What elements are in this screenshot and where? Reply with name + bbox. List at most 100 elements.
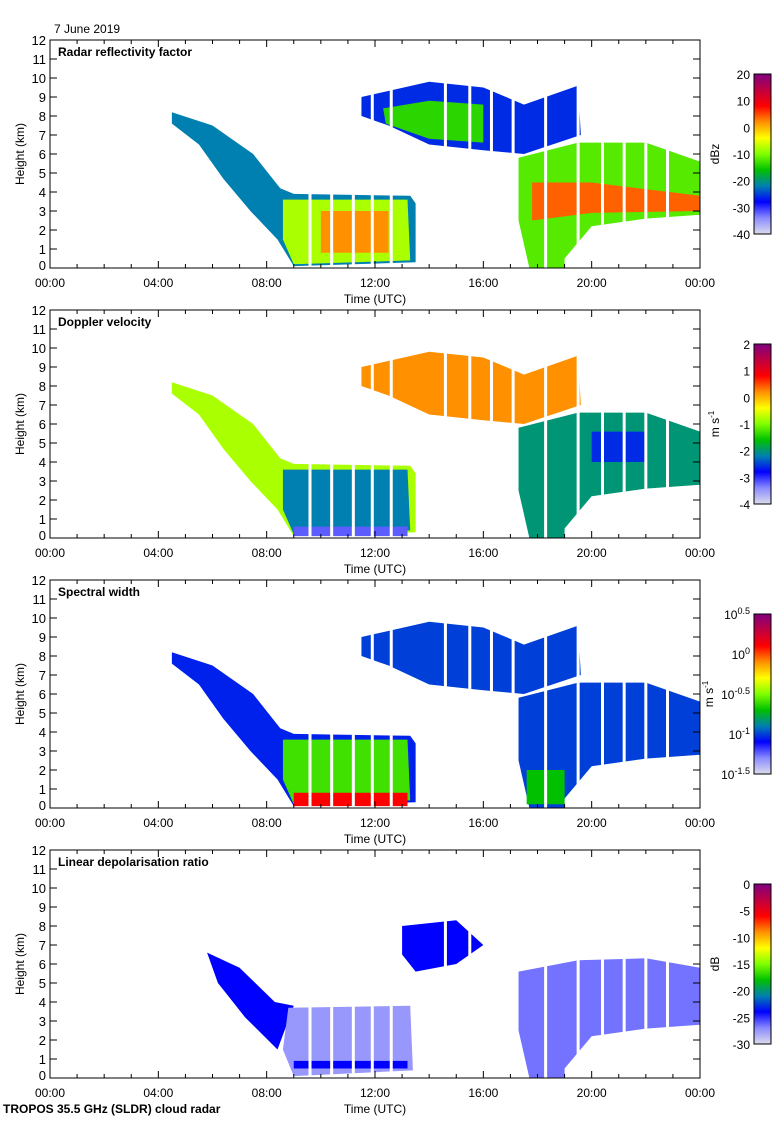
- data-gap-7: [489, 310, 493, 538]
- x-tick-label: 12:00: [360, 1086, 390, 1100]
- data-gap-5: [443, 310, 447, 538]
- data-gap-12: [622, 40, 626, 268]
- x-tick-label: 08:00: [252, 276, 282, 290]
- x-tick-label: 16:00: [468, 276, 498, 290]
- data-gap-9: [544, 580, 548, 808]
- x-tick-label: 00:00: [35, 816, 65, 830]
- colorbar-tick-label: -25: [733, 1011, 751, 1025]
- data-gap-8: [511, 850, 515, 1078]
- x-tick-label: 04:00: [143, 816, 173, 830]
- data-gap-6: [468, 580, 472, 808]
- colorbar-tick-label: 1: [743, 365, 750, 379]
- data-gap-10: [576, 310, 580, 538]
- data-gap-1: [330, 850, 334, 1078]
- data-gap-11: [601, 850, 604, 1078]
- colorbar-tick-label: -30: [733, 1038, 751, 1052]
- data-gap-12: [622, 850, 626, 1078]
- x-tick-label: 12:00: [360, 276, 390, 290]
- y-tick-label: 10: [32, 611, 46, 626]
- data-gap-10: [576, 40, 580, 268]
- y-tick-label: 2: [39, 1033, 46, 1048]
- x-tick-label: 08:00: [252, 816, 282, 830]
- x-tick-label: 20:00: [577, 276, 607, 290]
- colorbar-tick-label: 100.5: [724, 606, 750, 622]
- cloud-region-1: [282, 469, 411, 535]
- x-tick-label: 00:00: [35, 276, 65, 290]
- y-tick-label: 6: [39, 687, 46, 702]
- x-tick-label: 00:00: [685, 816, 715, 830]
- cloud-region-3: [402, 920, 484, 972]
- colorbar-tick-label: -4: [739, 498, 750, 512]
- data-gap-14: [666, 580, 669, 808]
- y-tick-label: 12: [32, 843, 46, 858]
- y-tick-label: 9: [39, 360, 46, 375]
- colorbar-unit: m s-1: [707, 410, 722, 437]
- y-tick-label: 8: [39, 109, 46, 124]
- colorbar-tick-label: 10-0.5: [721, 686, 750, 702]
- colorbar-tick-label: -2: [739, 445, 750, 459]
- data-gap-13: [644, 40, 648, 268]
- y-tick-label: 5: [39, 976, 46, 991]
- y-tick-label: 3: [39, 204, 46, 219]
- y-tick-label: 0: [39, 798, 46, 813]
- y-tick-label: 6: [39, 417, 46, 432]
- data-gap-8: [511, 310, 515, 538]
- data-gap-0: [308, 580, 312, 808]
- x-tick-label: 00:00: [685, 546, 715, 560]
- y-tick-label: 2: [39, 763, 46, 778]
- cloud-region-2: [293, 792, 408, 807]
- x-axis-label: Time (UTC): [344, 562, 406, 576]
- colorbar-tick-label: 10-1: [729, 726, 750, 742]
- y-tick-label: 4: [39, 455, 46, 470]
- data-gap-7: [489, 850, 493, 1078]
- y-tick-label: 11: [33, 52, 47, 67]
- colorbar-tick-label: 10-1.5: [721, 766, 750, 782]
- x-axis-label: Time (UTC): [344, 1102, 406, 1116]
- y-tick-label: 6: [39, 957, 46, 972]
- data-gap-6: [468, 850, 472, 1078]
- x-tick-label: 04:00: [143, 276, 173, 290]
- y-tick-label: 12: [32, 573, 46, 588]
- date-label: 7 June 2019: [54, 22, 120, 36]
- colorbar-tick-label: 100: [732, 646, 750, 662]
- data-gap-12: [622, 580, 626, 808]
- colorbar-tick-label: 10: [737, 95, 751, 109]
- data-gap-3: [370, 40, 374, 268]
- data-gap-7: [489, 580, 493, 808]
- colorbar-tick-label: -10: [733, 931, 751, 945]
- cloud-region-1: [282, 1005, 413, 1077]
- colorbar-tick-label: -20: [733, 985, 751, 999]
- x-tick-label: 16:00: [468, 1086, 498, 1100]
- data-gap-9: [544, 310, 548, 538]
- x-tick-label: 20:00: [577, 1086, 607, 1100]
- y-tick-label: 9: [39, 90, 46, 105]
- y-tick-label: 10: [32, 71, 46, 86]
- data-gap-4: [389, 580, 393, 808]
- data-gap-14: [666, 310, 669, 538]
- colorbar-tick-label: -5: [739, 905, 750, 919]
- data-gap-0: [308, 850, 312, 1078]
- y-tick-label: 10: [32, 881, 46, 896]
- colorbar-tick-label: 0: [743, 391, 750, 405]
- colorbar-tick-label: -10: [733, 148, 751, 162]
- colorbar-tick-label: -15: [733, 958, 751, 972]
- x-tick-label: 00:00: [35, 546, 65, 560]
- y-tick-label: 0: [39, 1068, 46, 1083]
- y-tick-label: 3: [39, 744, 46, 759]
- colorbar: [753, 613, 772, 775]
- cloud-region-0: [207, 952, 294, 1050]
- y-tick-label: 11: [33, 862, 47, 877]
- y-tick-label: 11: [33, 592, 47, 607]
- x-tick-label: 12:00: [360, 546, 390, 560]
- y-tick-label: 6: [39, 147, 46, 162]
- x-tick-label: 00:00: [685, 1086, 715, 1100]
- y-tick-label: 5: [39, 706, 46, 721]
- colorbar-tick-label: 20: [737, 68, 751, 82]
- x-tick-label: 04:00: [143, 1086, 173, 1100]
- y-tick-label: 8: [39, 649, 46, 664]
- y-tick-label: 7: [39, 668, 46, 683]
- cloud-region-4: [383, 100, 484, 143]
